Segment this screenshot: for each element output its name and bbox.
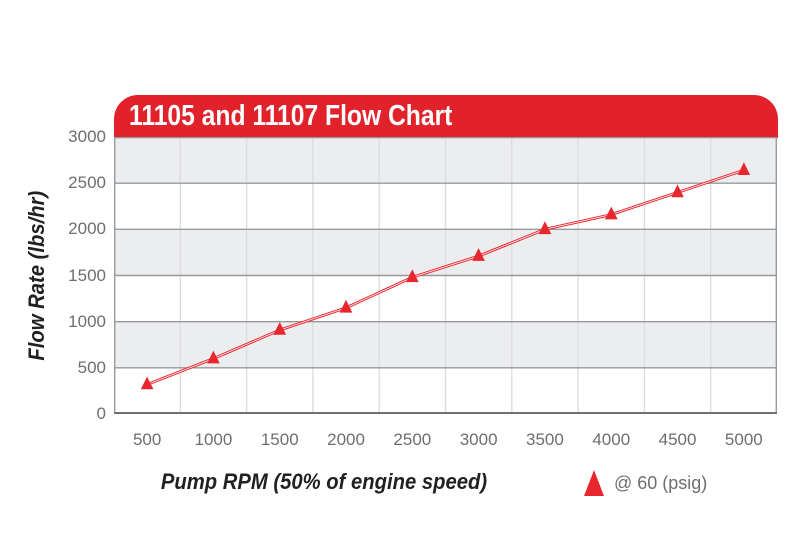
legend-label: @ 60 (psig)	[614, 472, 708, 493]
x-tick-label: 3000	[459, 430, 498, 449]
legend: @ 60 (psig)	[584, 468, 707, 498]
x-tick-label: 5000	[724, 430, 763, 449]
x-axis-tick-labels: 500 1000 1500 2000 2500 3000 3500 4000 4500 5000	[114, 430, 777, 452]
x-tick-label: 1000	[194, 430, 233, 449]
y-tick-label: 0	[96, 404, 106, 423]
x-tick-label: 2000	[327, 430, 365, 449]
chart-title-bar: 11105 and 11107 Flow Chart	[114, 95, 778, 138]
x-tick-label: 3500	[526, 430, 564, 449]
y-tick-label: 500	[77, 357, 106, 377]
legend-triangle-icon	[584, 470, 604, 496]
x-tick-label: 4000	[592, 430, 631, 449]
y-tick-label: 1500	[68, 265, 106, 285]
y-tick-label: 2000	[68, 219, 106, 239]
x-tick-label: 1500	[260, 430, 299, 449]
x-tick-label: 4500	[658, 430, 697, 449]
y-tick-label: 2500	[68, 173, 106, 193]
plot-area	[114, 137, 777, 414]
x-tick-label: 500	[132, 430, 162, 449]
chart-title: 11105 and 11107 Flow Chart	[129, 100, 453, 132]
y-axis-tick-labels: 0 500 1000 1500 2000 2500 3000	[24, 128, 106, 423]
x-axis-title: Pump RPM (50% of engine speed)	[160, 469, 488, 494]
x-tick-label: 2500	[393, 430, 432, 449]
y-tick-label: 1000	[68, 311, 106, 331]
y-tick-label: 3000	[68, 127, 106, 146]
